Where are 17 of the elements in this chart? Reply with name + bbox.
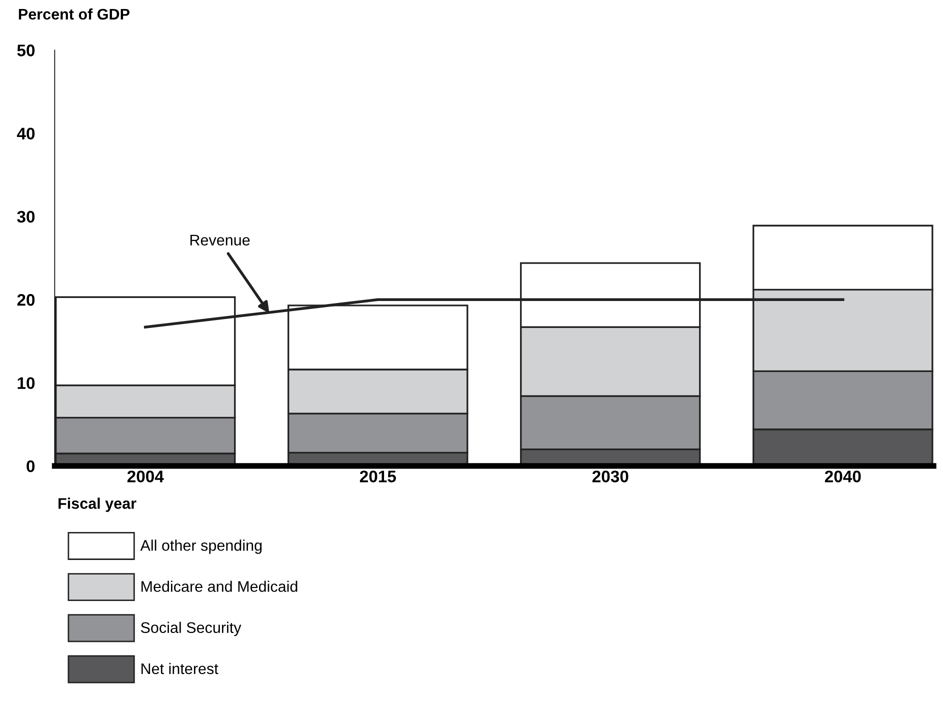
y-tick-label: 40 [16, 128, 35, 140]
legend-label: All other spending [140, 540, 262, 554]
x-tick-label: 2004 [127, 470, 164, 482]
y-tick-label: 0 [26, 460, 35, 472]
x-tick-label: 2030 [592, 470, 628, 482]
legend-label: Medicare and Medicaid [142, 580, 298, 592]
y-tick-label: 30 [17, 210, 35, 223]
legend-label: Net interest [142, 662, 218, 674]
y-tick-label: 10 [18, 377, 35, 389]
y-tick-label: 50 [17, 44, 35, 56]
text: Revenue [190, 234, 250, 246]
legend-label: Social Security [140, 622, 242, 636]
x-axis-title: Fiscal year [58, 498, 136, 512]
y-tick-label: 20 [17, 294, 35, 306]
x-tick-label: 2040 [824, 470, 861, 482]
x-tick-label: 2015 [360, 470, 396, 482]
y-axis-title: Percent of GDP [18, 8, 130, 20]
